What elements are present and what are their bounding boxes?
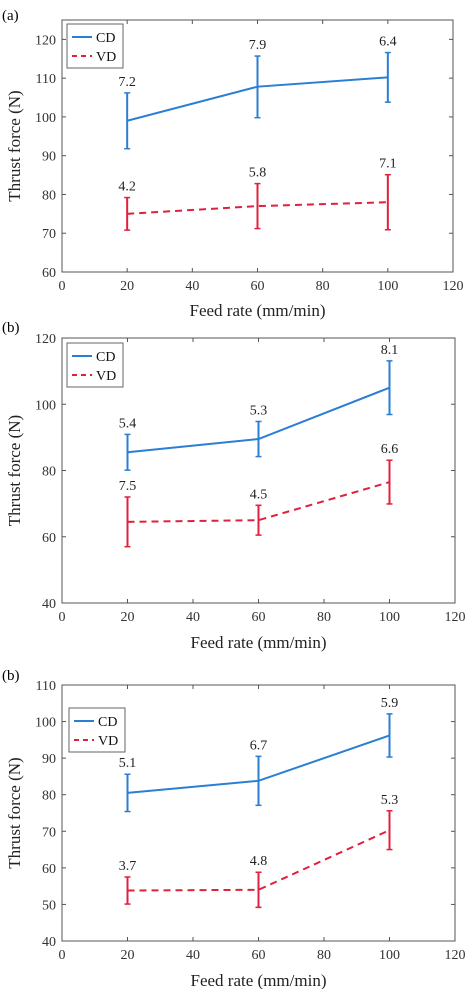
- x-tick-label: 80: [316, 279, 330, 294]
- y-tick-label: 50: [42, 898, 56, 913]
- y-tick-label: 100: [35, 716, 56, 731]
- y-tick-label: 110: [36, 72, 56, 87]
- legend: CD VD: [66, 342, 124, 388]
- panel-label: (b): [2, 320, 20, 336]
- y-tick-label: 40: [42, 597, 56, 612]
- y-tick-label: 60: [42, 862, 56, 877]
- data-label-vd: 5.3: [381, 793, 399, 808]
- x-axis-label: Feed rate (mm/min): [191, 971, 327, 989]
- x-tick-label: 100: [379, 948, 400, 963]
- y-tick-label: 80: [42, 789, 56, 804]
- x-tick-label: 120: [445, 948, 466, 963]
- legend-box: [66, 23, 124, 69]
- y-tick-label: 100: [35, 398, 56, 413]
- legend-label-cd: CD: [96, 31, 115, 46]
- y-tick-label: 110: [36, 679, 56, 694]
- x-tick-label: 0: [59, 948, 66, 963]
- x-tick-label: 60: [252, 610, 266, 625]
- legend: CD VD: [68, 707, 126, 753]
- y-tick-label: 60: [42, 531, 56, 546]
- data-label-cd: 6.7: [250, 738, 268, 753]
- x-tick-label: 0: [59, 279, 66, 294]
- y-tick-label: 70: [42, 825, 56, 840]
- y-axis-label: Thrust force (N): [5, 757, 24, 868]
- data-label-cd: 7.2: [118, 75, 136, 90]
- data-label-vd: 3.7: [119, 859, 137, 874]
- x-tick-label: 100: [377, 279, 398, 294]
- x-tick-label: 60: [251, 279, 265, 294]
- x-tick-label: 20: [120, 279, 134, 294]
- y-tick-label: 90: [42, 752, 56, 767]
- panel-label: (b): [2, 668, 20, 684]
- chart-panel-3: (b) 0 20 40 60 80 100 120 40 50 60 70 80 90 100 110 Feed…: [2, 668, 466, 989]
- x-tick-label: 40: [186, 948, 200, 963]
- y-tick-label: 80: [42, 188, 56, 203]
- x-tick-label: 40: [186, 610, 200, 625]
- legend-box: [68, 707, 126, 753]
- y-tick-label: 120: [35, 33, 56, 48]
- chart-panel-1: (a) 0 20 40 60 80 100 120 60 70 80 90 100 110 120 Feed …: [2, 8, 464, 320]
- data-label-cd: 7.9: [249, 38, 267, 53]
- x-axis-label: Feed rate (mm/min): [190, 301, 326, 320]
- chart-panel-2: (b) 0 20 40 60 80 100 120 40 60 80 100 120 Feed rate …: [2, 320, 466, 652]
- legend-box: [66, 342, 124, 388]
- y-axis-label: Thrust force (N): [5, 90, 24, 201]
- x-tick-label: 20: [121, 610, 135, 625]
- y-tick-label: 90: [42, 150, 56, 165]
- y-tick-label: 70: [42, 227, 56, 242]
- legend-label-vd: VD: [96, 50, 116, 65]
- data-label-cd: 5.3: [250, 403, 268, 418]
- panel-label: (a): [2, 8, 19, 24]
- data-label-vd: 4.8: [250, 854, 268, 869]
- x-tick-label: 120: [443, 279, 464, 294]
- data-label-vd: 4.5: [250, 487, 268, 502]
- y-tick-label: 100: [35, 111, 56, 126]
- data-label-cd: 5.4: [119, 416, 137, 431]
- series-line-vd: [127, 201, 388, 215]
- legend-label-vd: VD: [98, 734, 118, 749]
- legend: CD VD: [66, 23, 124, 69]
- y-axis-label: Thrust force (N): [5, 415, 24, 526]
- x-axis-label: Feed rate (mm/min): [191, 633, 327, 652]
- data-label-vd: 5.8: [249, 166, 267, 181]
- data-label-cd: 8.1: [381, 343, 399, 358]
- data-label-vd: 7.5: [119, 479, 137, 494]
- series-line-vd: [127, 481, 390, 523]
- y-tick-label: 120: [35, 332, 56, 347]
- x-tick-label: 80: [317, 610, 331, 625]
- x-tick-label: 120: [445, 610, 466, 625]
- x-tick-label: 60: [252, 948, 266, 963]
- legend-label-cd: CD: [96, 350, 115, 365]
- data-label-vd: 6.6: [381, 442, 399, 457]
- x-tick-label: 40: [185, 279, 199, 294]
- y-tick-label: 40: [42, 935, 56, 950]
- legend-label-vd: VD: [96, 369, 116, 384]
- data-label-cd: 6.4: [379, 35, 397, 50]
- data-label-cd: 5.1: [119, 756, 137, 771]
- x-tick-label: 80: [317, 948, 331, 963]
- data-label-vd: 7.1: [379, 157, 397, 172]
- data-label-vd: 4.2: [118, 180, 136, 195]
- y-tick-label: 60: [42, 266, 56, 281]
- legend-label-cd: CD: [98, 715, 117, 730]
- x-tick-label: 100: [379, 610, 400, 625]
- x-tick-label: 20: [121, 948, 135, 963]
- data-label-cd: 5.9: [381, 696, 399, 711]
- x-tick-label: 0: [59, 610, 66, 625]
- y-tick-label: 80: [42, 465, 56, 480]
